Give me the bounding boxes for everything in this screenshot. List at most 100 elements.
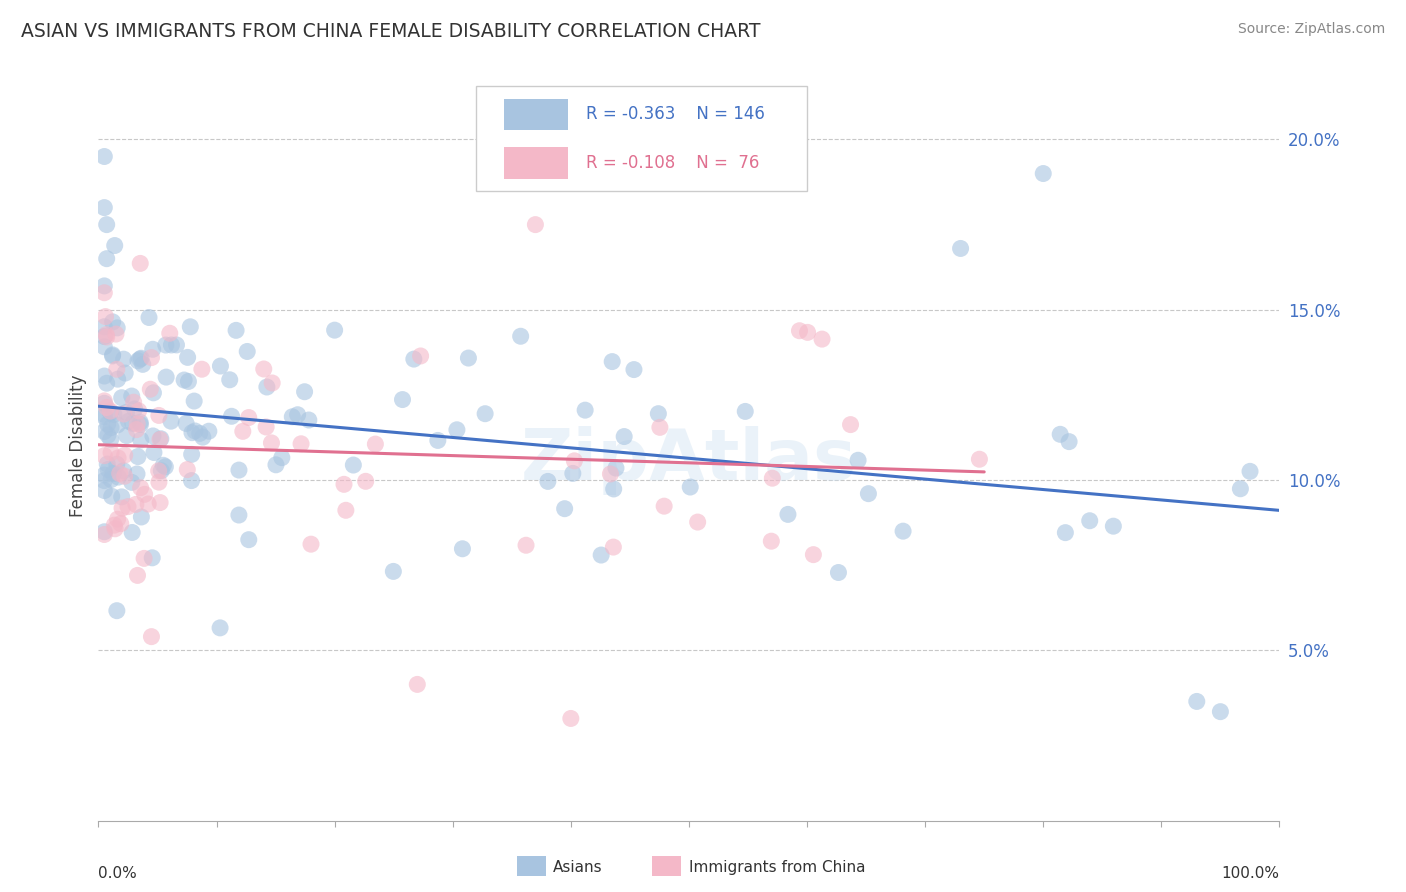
- Point: [1239, 464, 1261, 478]
- Point: [114, 448, 136, 462]
- Point: [93, 319, 115, 334]
- Point: [560, 711, 582, 725]
- Point: [93, 396, 115, 410]
- Point: [166, 338, 188, 352]
- Point: [93, 527, 115, 541]
- Point: [107, 372, 129, 386]
- Text: R = -0.363    N = 146: R = -0.363 N = 146: [586, 105, 765, 123]
- Point: [761, 534, 783, 549]
- Point: [811, 332, 834, 346]
- Point: [184, 424, 207, 438]
- Point: [270, 450, 292, 465]
- Point: [115, 428, 138, 442]
- Point: [155, 338, 177, 352]
- Point: [96, 327, 118, 342]
- Point: [108, 467, 131, 481]
- Point: [142, 429, 165, 443]
- Point: [112, 464, 135, 478]
- Point: [93, 449, 115, 463]
- Point: [129, 351, 152, 366]
- Point: [128, 404, 150, 418]
- Point: [132, 551, 155, 566]
- Text: ASIAN VS IMMIGRANTS FROM CHINA FEMALE DISABILITY CORRELATION CHART: ASIAN VS IMMIGRANTS FROM CHINA FEMALE DI…: [21, 22, 761, 41]
- Point: [115, 405, 138, 419]
- Point: [264, 458, 287, 472]
- Point: [623, 362, 645, 376]
- Point: [218, 373, 240, 387]
- Text: R = -0.108    N =  76: R = -0.108 N = 76: [586, 154, 759, 172]
- Point: [142, 343, 165, 357]
- Text: ZipAtlas: ZipAtlas: [522, 426, 856, 495]
- Point: [93, 468, 115, 483]
- Point: [294, 384, 316, 399]
- Point: [858, 486, 880, 500]
- Point: [93, 408, 115, 422]
- Point: [93, 393, 115, 408]
- Point: [159, 326, 181, 341]
- Point: [136, 497, 159, 511]
- Point: [132, 357, 155, 371]
- Point: [121, 417, 143, 431]
- Point: [290, 437, 312, 451]
- Point: [789, 324, 811, 338]
- Point: [96, 218, 118, 232]
- Point: [127, 450, 149, 464]
- Point: [138, 310, 160, 325]
- Point: [354, 475, 377, 489]
- Point: [111, 501, 134, 516]
- Point: [129, 417, 152, 432]
- Point: [260, 436, 283, 450]
- Point: [426, 434, 449, 448]
- Point: [891, 524, 914, 538]
- Point: [155, 370, 177, 384]
- Point: [149, 432, 172, 446]
- Point: [93, 409, 115, 424]
- Point: [228, 463, 250, 477]
- Point: [402, 352, 425, 367]
- Point: [474, 407, 496, 421]
- Point: [602, 540, 624, 554]
- Point: [209, 621, 232, 635]
- Point: [256, 380, 278, 394]
- Point: [112, 352, 135, 367]
- Point: [100, 420, 122, 434]
- Point: [129, 433, 152, 447]
- Point: [100, 473, 122, 487]
- Point: [93, 474, 115, 488]
- Point: [111, 490, 134, 504]
- Point: [114, 366, 136, 380]
- Point: [180, 474, 202, 488]
- Point: [1102, 519, 1125, 533]
- Point: [827, 566, 849, 580]
- Point: [537, 475, 560, 489]
- Point: [173, 373, 195, 387]
- Point: [100, 406, 122, 420]
- Point: [105, 362, 128, 376]
- Point: [124, 401, 146, 416]
- Point: [176, 351, 198, 365]
- Point: [101, 349, 124, 363]
- Point: [117, 414, 139, 428]
- Point: [209, 359, 232, 373]
- Point: [796, 326, 818, 340]
- FancyBboxPatch shape: [503, 99, 568, 130]
- Text: 0.0%: 0.0%: [98, 865, 138, 880]
- Point: [181, 425, 204, 440]
- Point: [174, 417, 197, 431]
- Point: [150, 464, 173, 478]
- Point: [122, 395, 145, 409]
- Point: [406, 677, 429, 691]
- Point: [93, 425, 115, 439]
- Point: [409, 349, 432, 363]
- Point: [155, 459, 177, 474]
- Point: [591, 548, 613, 562]
- Point: [160, 338, 183, 352]
- Point: [734, 404, 756, 418]
- Point: [97, 428, 120, 442]
- Point: [141, 351, 163, 365]
- Point: [93, 201, 115, 215]
- Point: [599, 467, 621, 481]
- Point: [652, 499, 675, 513]
- Point: [93, 149, 115, 163]
- Point: [236, 344, 259, 359]
